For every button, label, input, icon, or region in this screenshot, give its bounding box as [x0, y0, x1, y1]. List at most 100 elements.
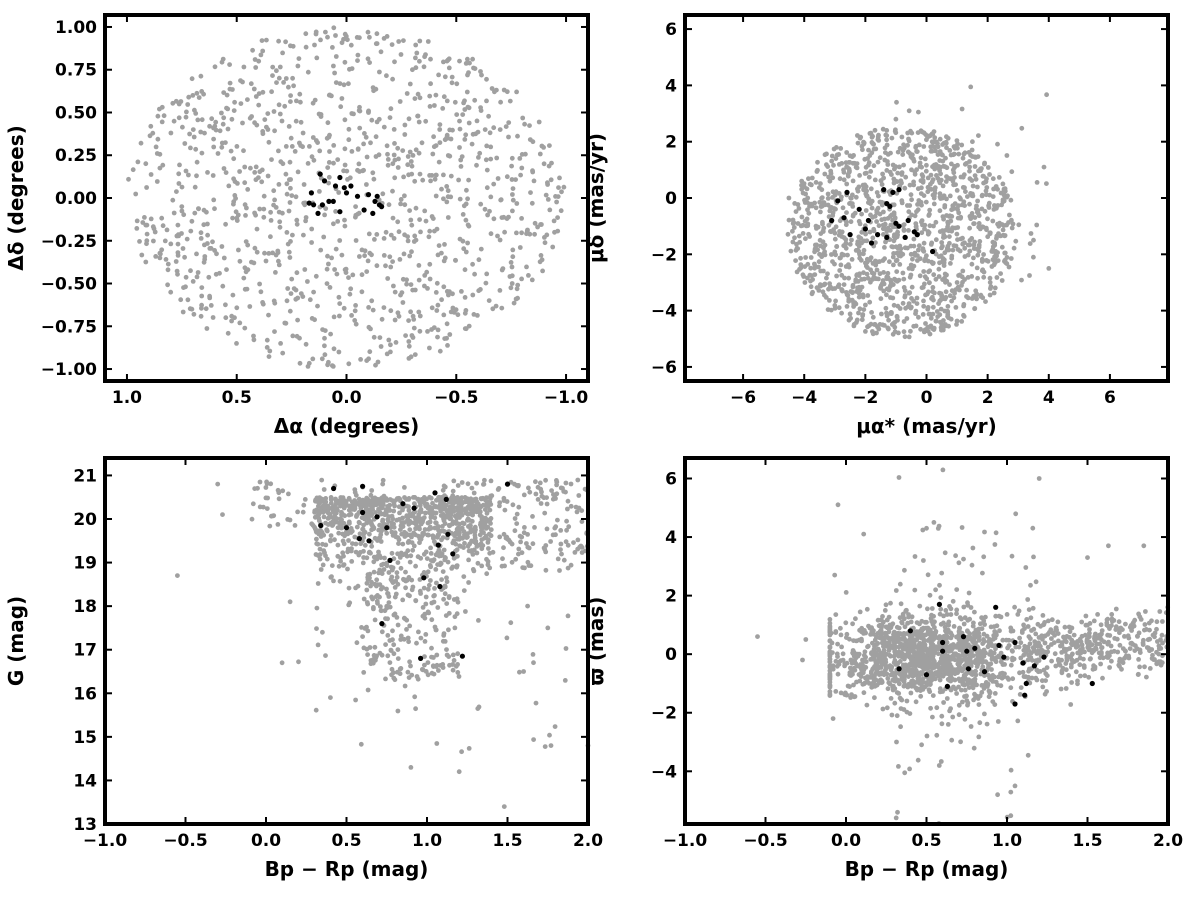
- gray-data-point: [386, 600, 392, 605]
- gray-data-point: [514, 521, 520, 526]
- gray-data-point: [882, 608, 888, 613]
- gray-data-point: [330, 522, 336, 528]
- gray-data-point: [530, 169, 536, 175]
- gray-data-point: [891, 262, 896, 268]
- gray-data-point: [896, 670, 902, 676]
- gray-data-point: [493, 303, 499, 309]
- gray-data-point: [451, 555, 457, 561]
- gray-data-point: [346, 126, 352, 132]
- gray-points-layer: [755, 467, 1171, 826]
- gray-data-point: [881, 270, 886, 275]
- gray-data-point: [171, 210, 177, 216]
- gray-data-point: [877, 271, 883, 277]
- gray-data-point: [303, 341, 309, 347]
- gray-data-point: [519, 216, 524, 221]
- gray-data-point: [964, 287, 969, 293]
- gray-data-point: [834, 145, 839, 150]
- gray-data-point: [845, 173, 851, 179]
- gray-data-point: [1016, 222, 1022, 228]
- gray-data-point: [268, 234, 273, 240]
- gray-data-point: [199, 285, 205, 290]
- gray-data-point: [307, 297, 313, 303]
- y-tick-label: 1.00: [55, 18, 97, 38]
- gray-data-point: [286, 491, 291, 497]
- gray-data-point: [290, 232, 295, 238]
- gray-data-point: [422, 273, 428, 278]
- gray-data-point: [380, 191, 386, 197]
- gray-data-point: [944, 272, 949, 278]
- gray-data-point: [927, 211, 932, 217]
- gray-data-point: [961, 621, 967, 627]
- gray-data-point: [433, 552, 439, 558]
- gray-data-point: [983, 614, 988, 620]
- gray-data-point: [457, 145, 462, 150]
- gray-data-point: [950, 203, 956, 209]
- gray-data-point: [354, 501, 359, 507]
- gray-data-point: [817, 199, 823, 205]
- gray-data-point: [367, 498, 372, 504]
- y-tick-label: 13: [73, 815, 97, 835]
- gray-data-point: [283, 144, 289, 149]
- gray-data-point: [813, 223, 819, 229]
- gray-data-point: [839, 310, 844, 316]
- gray-data-point: [178, 99, 184, 104]
- black-data-point: [318, 522, 324, 529]
- gray-data-point: [916, 198, 922, 203]
- y-tick-label: 0.25: [55, 146, 97, 166]
- gray-data-point: [455, 651, 461, 657]
- gray-data-point: [920, 222, 925, 228]
- gray-data-point: [147, 133, 153, 139]
- gray-data-point: [850, 204, 856, 209]
- gray-data-point: [951, 624, 957, 629]
- gray-data-point: [484, 271, 490, 277]
- gray-data-point: [833, 612, 839, 617]
- gray-data-point: [331, 314, 337, 320]
- gray-data-point: [1034, 180, 1040, 185]
- gray-data-point: [838, 625, 843, 631]
- gray-data-point: [284, 298, 290, 304]
- gray-data-point: [969, 236, 975, 241]
- black-data-point: [856, 206, 862, 212]
- gray-data-point: [159, 215, 165, 221]
- gray-data-point: [926, 324, 931, 330]
- gray-data-point: [885, 312, 890, 317]
- gray-data-point: [462, 495, 468, 500]
- gray-data-point: [916, 243, 922, 249]
- gray-data-point: [807, 181, 813, 187]
- gray-data-point: [264, 345, 270, 350]
- gray-data-point: [943, 289, 949, 295]
- gray-data-point: [334, 510, 339, 516]
- gray-data-point: [383, 616, 388, 621]
- gray-data-point: [1009, 169, 1015, 175]
- gray-data-point: [813, 180, 819, 185]
- gray-data-point: [871, 271, 877, 276]
- gray-data-point: [843, 620, 849, 626]
- gray-data-point: [241, 64, 247, 70]
- gray-data-point: [814, 169, 820, 174]
- gray-data-point: [830, 195, 835, 200]
- gray-data-point: [333, 246, 339, 252]
- gray-data-point: [316, 503, 321, 509]
- gray-data-point: [488, 478, 494, 484]
- gray-data-point: [415, 113, 421, 119]
- gray-data-point: [949, 207, 954, 213]
- gray-data-point: [422, 611, 428, 617]
- gray-data-point: [862, 664, 868, 670]
- gray-data-point: [309, 226, 315, 232]
- gray-data-point: [242, 180, 248, 186]
- gray-data-point: [409, 672, 415, 678]
- gray-data-point: [354, 524, 360, 530]
- gray-data-point: [869, 198, 875, 204]
- gray-data-point: [313, 552, 319, 557]
- gray-data-point: [329, 574, 334, 579]
- gray-data-point: [538, 222, 543, 227]
- gray-data-point: [506, 134, 511, 140]
- gray-data-point: [264, 506, 270, 511]
- gray-data-point: [309, 240, 314, 245]
- gray-data-point: [976, 221, 982, 226]
- gray-data-point: [467, 523, 473, 528]
- gray-data-point: [509, 177, 515, 182]
- gray-data-point: [529, 277, 535, 283]
- gray-data-point: [267, 348, 273, 354]
